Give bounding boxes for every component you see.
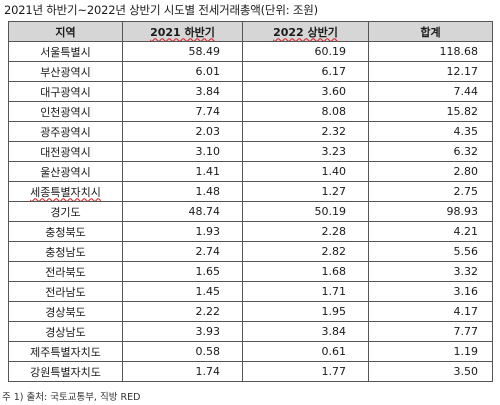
table-row: 울산광역시 1.41 1.40 2.80 [8, 161, 493, 182]
total-cell: 2.80 [368, 161, 493, 182]
header-2021-h2: 2021 하반기 [122, 21, 243, 42]
value-2021-h2-cell: 2.22 [122, 301, 243, 322]
value-2021-h2-cell: 0.58 [122, 341, 243, 362]
value-2022-h1-cell: 1.68 [242, 261, 369, 282]
region-cell: 충청북도 [8, 221, 123, 242]
value-2022-h1-cell: 8.08 [242, 101, 369, 122]
table-row: 경상북도 2.22 1.95 4.17 [8, 301, 493, 322]
total-cell: 3.32 [368, 261, 493, 282]
region-cell: 충청남도 [8, 241, 123, 262]
value-2022-h1-cell: 1.95 [242, 301, 369, 322]
value-2021-h2-cell: 1.48 [122, 181, 243, 202]
region-cell: 전라남도 [8, 281, 123, 302]
total-cell: 4.35 [368, 121, 493, 142]
value-2021-h2-cell: 1.45 [122, 281, 243, 302]
total-cell: 118.68 [368, 41, 493, 62]
total-cell: 7.44 [368, 81, 493, 102]
total-cell: 2.75 [368, 181, 493, 202]
total-cell: 4.21 [368, 221, 493, 242]
header-region: 지역 [8, 21, 123, 42]
value-2022-h1-cell: 2.82 [242, 241, 369, 262]
value-2021-h2-cell: 3.10 [122, 141, 243, 162]
value-2021-h2-cell: 2.03 [122, 121, 243, 142]
header-2022-h1: 2022 상반기 [242, 21, 369, 42]
table-row: 제주특별자치도 0.58 0.61 1.19 [8, 341, 493, 362]
table-caption: 2021년 하반기~2022년 상반기 시도별 전세거래총액(단위: 조원) [4, 3, 318, 17]
total-cell: 6.32 [368, 141, 493, 162]
value-2021-h2-cell: 1.93 [122, 221, 243, 242]
table-row: 부산광역시 6.01 6.17 12.17 [8, 61, 493, 82]
region-cell: 강원특별자치도 [8, 361, 123, 382]
value-2021-h2-cell: 3.84 [122, 81, 243, 102]
value-2022-h1-cell: 1.40 [242, 161, 369, 182]
value-2021-h2-cell: 1.65 [122, 261, 243, 282]
table-row: 강원특별자치도 1.74 1.77 3.50 [8, 361, 493, 382]
region-cell: 광주광역시 [8, 121, 123, 142]
value-2021-h2-cell: 2.74 [122, 241, 243, 262]
region-cell: 세종특별자치시 [8, 181, 123, 202]
value-2021-h2-cell: 6.01 [122, 61, 243, 82]
total-cell: 7.77 [368, 321, 493, 342]
table-body: 서울특별시 58.49 60.19 118.68 부산광역시 6.01 6.17 12.17 대… [8, 41, 493, 382]
region-cell: 대구광역시 [8, 81, 123, 102]
table-row: 경상남도 3.93 3.84 7.77 [8, 321, 493, 342]
total-cell: 3.16 [368, 281, 493, 302]
total-cell: 98.93 [368, 201, 493, 222]
region-cell: 경상남도 [8, 321, 123, 342]
region-cell: 전라북도 [8, 261, 123, 282]
value-2021-h2-cell: 1.74 [122, 361, 243, 382]
table-row: 대구광역시 3.84 3.60 7.44 [8, 81, 493, 102]
value-2022-h1-cell: 1.77 [242, 361, 369, 382]
value-2022-h1-cell: 3.23 [242, 141, 369, 162]
header-total: 합계 [368, 21, 493, 42]
table-row: 인천광역시 7.74 8.08 15.82 [8, 101, 493, 122]
value-2022-h1-cell: 3.84 [242, 321, 369, 342]
value-2021-h2-cell: 7.74 [122, 101, 243, 122]
total-cell: 1.19 [368, 341, 493, 362]
value-2022-h1-cell: 1.27 [242, 181, 369, 202]
region-cell: 경기도 [8, 201, 123, 222]
table-row: 전라북도 1.65 1.68 3.32 [8, 261, 493, 282]
table-row: 충청남도 2.74 2.82 5.56 [8, 241, 493, 262]
region-cell: 서울특별시 [8, 41, 123, 62]
value-2022-h1-cell: 1.71 [242, 281, 369, 302]
total-cell: 5.56 [368, 241, 493, 262]
table-row: 경기도 48.74 50.19 98.93 [8, 201, 493, 222]
total-cell: 4.17 [368, 301, 493, 322]
table-row: 대전광역시 3.10 3.23 6.32 [8, 141, 493, 162]
source-footnote: 주 1) 출처: 국토교통부, 직방 RED [2, 392, 141, 403]
value-2022-h1-cell: 2.28 [242, 221, 369, 242]
value-2022-h1-cell: 50.19 [242, 201, 369, 222]
region-cell: 제주특별자치도 [8, 341, 123, 362]
value-2022-h1-cell: 0.61 [242, 341, 369, 362]
table-row: 전라남도 1.45 1.71 3.16 [8, 281, 493, 302]
region-cell: 인천광역시 [8, 101, 123, 122]
value-2021-h2-cell: 48.74 [122, 201, 243, 222]
value-2022-h1-cell: 6.17 [242, 61, 369, 82]
table-row: 서울특별시 58.49 60.19 118.68 [8, 41, 493, 62]
region-cell: 경상북도 [8, 301, 123, 322]
table-row: 충청북도 1.93 2.28 4.21 [8, 221, 493, 242]
total-cell: 12.17 [368, 61, 493, 82]
table-header-row: 지역 2021 하반기 2022 상반기 합계 [8, 21, 493, 42]
total-cell: 3.50 [368, 361, 493, 382]
region-cell: 대전광역시 [8, 141, 123, 162]
value-2022-h1-cell: 2.32 [242, 121, 369, 142]
value-2021-h2-cell: 3.93 [122, 321, 243, 342]
value-2021-h2-cell: 58.49 [122, 41, 243, 62]
region-cell: 부산광역시 [8, 61, 123, 82]
jeonse-transaction-table: 지역 2021 하반기 2022 상반기 합계 서울특별시 58.49 60.19 1… [8, 21, 493, 382]
value-2022-h1-cell: 60.19 [242, 41, 369, 62]
total-cell: 15.82 [368, 101, 493, 122]
region-cell: 울산광역시 [8, 161, 123, 182]
table-row: 광주광역시 2.03 2.32 4.35 [8, 121, 493, 142]
table-row: 세종특별자치시 1.48 1.27 2.75 [8, 181, 493, 202]
value-2021-h2-cell: 1.41 [122, 161, 243, 182]
value-2022-h1-cell: 3.60 [242, 81, 369, 102]
